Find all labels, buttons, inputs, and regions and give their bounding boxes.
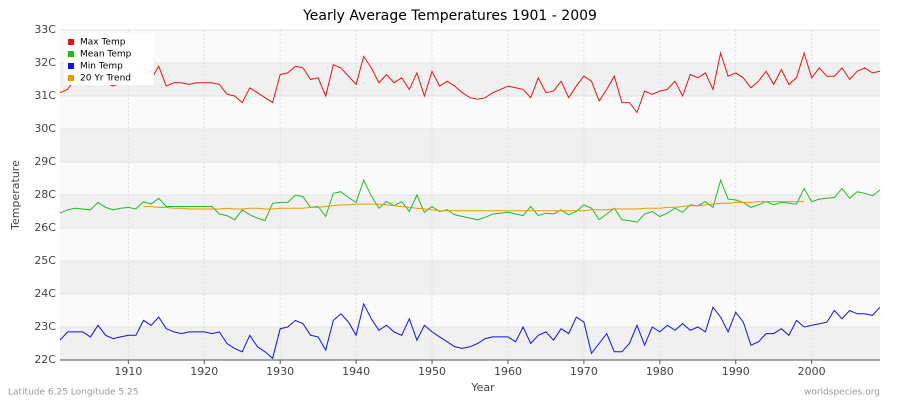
x-tick-label: 1970 bbox=[570, 365, 598, 378]
x-tick-label: 1940 bbox=[342, 365, 370, 378]
y-tick-label: 32C bbox=[34, 56, 56, 69]
x-tick-label: 2000 bbox=[798, 365, 826, 378]
y-tick-label: 33C bbox=[34, 23, 56, 36]
y-tick-label: 29C bbox=[34, 155, 56, 168]
chart-title: Yearly Average Temperatures 1901 - 2009 bbox=[302, 8, 597, 24]
legend-label: Mean Temp bbox=[80, 50, 132, 60]
y-tick-label: 23C bbox=[34, 320, 56, 333]
legend-label: 20 Yr Trend bbox=[80, 74, 131, 84]
y-tick-label: 24C bbox=[34, 287, 56, 300]
x-tick-label: 1930 bbox=[266, 365, 294, 378]
x-tick-label: 1950 bbox=[418, 365, 446, 378]
grid-band bbox=[60, 261, 880, 294]
legend-swatch bbox=[68, 63, 74, 69]
series-line bbox=[143, 201, 805, 212]
legend-label: Max Temp bbox=[80, 38, 126, 48]
footer-source: worldspecies.org bbox=[804, 388, 880, 398]
y-tick-label: 25C bbox=[34, 254, 56, 267]
footer-location: Latitude 6.25 Longitude 5.25 bbox=[8, 388, 138, 398]
x-tick-label: 1920 bbox=[190, 365, 218, 378]
legend-swatch bbox=[68, 51, 74, 57]
grid-band bbox=[60, 327, 880, 360]
y-tick-label: 22C bbox=[34, 353, 56, 366]
plot-layer: 22C 23C 24C 25C 26C 28C 29C 30C 31C 32C 33C 1910 192… bbox=[34, 23, 881, 378]
legend-swatch bbox=[68, 75, 74, 81]
y-tick-label: 30C bbox=[34, 122, 56, 135]
x-tick-label: 1980 bbox=[646, 365, 674, 378]
x-tick-label: 1960 bbox=[494, 365, 522, 378]
series-line bbox=[59, 302, 881, 360]
x-tick-label: 1990 bbox=[722, 365, 750, 378]
grid-band bbox=[60, 63, 880, 96]
series-line bbox=[59, 51, 881, 114]
y-tick-label: 31C bbox=[34, 89, 56, 102]
legend-swatch bbox=[68, 39, 74, 45]
y-axis-label: Temperature bbox=[9, 160, 22, 231]
x-axis-label: Year bbox=[470, 381, 495, 394]
x-tick-label: 1910 bbox=[114, 365, 142, 378]
legend-label: Min Temp bbox=[80, 62, 123, 72]
grid-band bbox=[60, 195, 880, 228]
y-tick-label: 26C bbox=[34, 221, 56, 234]
legend-box bbox=[64, 33, 154, 85]
y-tick-label: 28C bbox=[34, 188, 56, 201]
grid-band bbox=[60, 129, 880, 162]
